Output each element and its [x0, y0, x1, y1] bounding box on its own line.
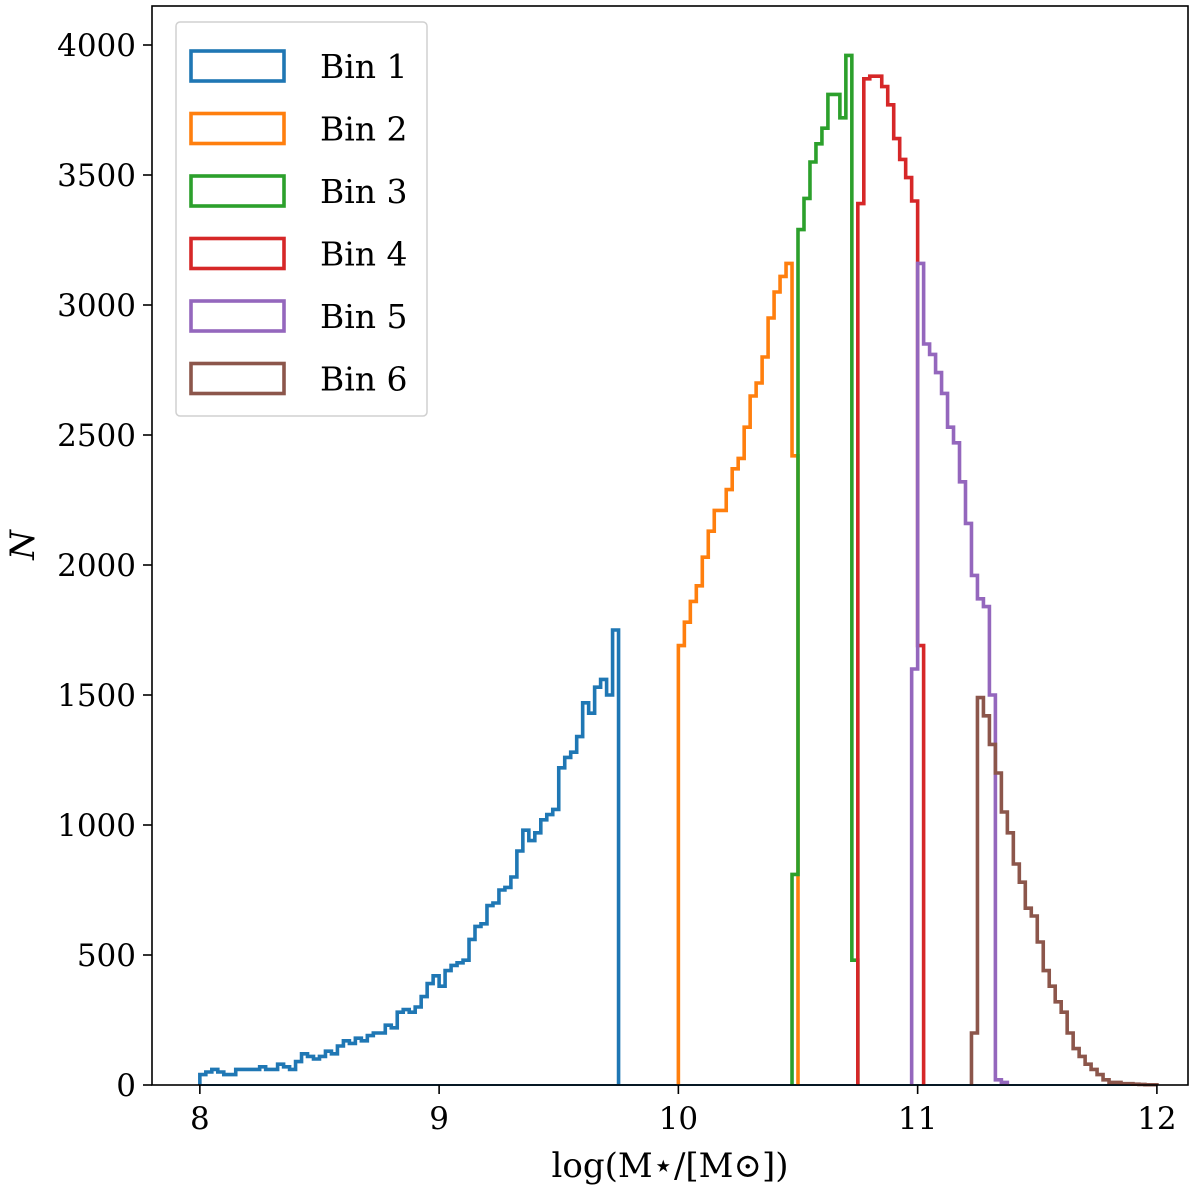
legend-label-4: Bin 4 — [320, 235, 408, 274]
x-tick-label-10: 10 — [659, 1101, 698, 1137]
y-tick-label-1500: 1500 — [57, 678, 136, 714]
series-2-step — [676, 261, 800, 1085]
legend-box — [175, 21, 428, 417]
y-tick-label-3500: 3500 — [57, 158, 136, 194]
series-1-step — [198, 628, 621, 1085]
legend-swatch-2 — [189, 111, 286, 146]
legend-label-5: Bin 5 — [320, 297, 408, 336]
y-tick-label-2500: 2500 — [57, 418, 136, 454]
legend: Bin 1 Bin 2 Bin 3 Bin 4 Bin 5 Bin 6 — [175, 21, 428, 417]
ticks-layer: 8 9 10 11 12 0 500 1000 1500 2000 2500 3000 3500 4000 — [57, 28, 1177, 1137]
plot-frame — [151, 5, 1189, 1086]
y-tick-label-3000: 3000 — [57, 288, 136, 324]
legend-swatch-5 — [189, 299, 286, 333]
x-tick-label-11: 11 — [898, 1101, 937, 1137]
x-tick-label-8: 8 — [190, 1101, 210, 1137]
legend-swatch-3 — [189, 174, 286, 208]
series-6-step — [969, 695, 1159, 1087]
y-tick-label-1000: 1000 — [57, 808, 136, 844]
legend-label-1: Bin 1 — [320, 47, 408, 86]
legend-label-6: Bin 6 — [320, 360, 408, 399]
legend-label-2: Bin 2 — [320, 110, 408, 149]
legend-swatch-1 — [189, 49, 286, 83]
x-tick-label-12: 12 — [1137, 1101, 1176, 1137]
legend-swatch-6 — [189, 361, 286, 396]
y-axis-title: N — [3, 529, 43, 561]
y-tick-label-500: 500 — [77, 938, 136, 974]
legend-label-3: Bin 3 — [320, 172, 408, 211]
legend-swatch-4 — [189, 236, 286, 271]
series-5-step — [909, 261, 1010, 1085]
x-tick-label-9: 9 — [429, 1101, 449, 1137]
y-tick-label-4000: 4000 — [57, 28, 136, 64]
x-axis-title: log(M⋆/[M⊙]) — [551, 1146, 788, 1186]
legend-entries: Bin 1 Bin 2 Bin 3 Bin 4 Bin 5 Bin 6 — [189, 47, 408, 399]
y-tick-label-2000: 2000 — [57, 548, 136, 584]
series-4-step — [856, 74, 926, 1085]
series-3-step — [790, 53, 860, 1085]
y-tick-label-0: 0 — [116, 1068, 136, 1104]
